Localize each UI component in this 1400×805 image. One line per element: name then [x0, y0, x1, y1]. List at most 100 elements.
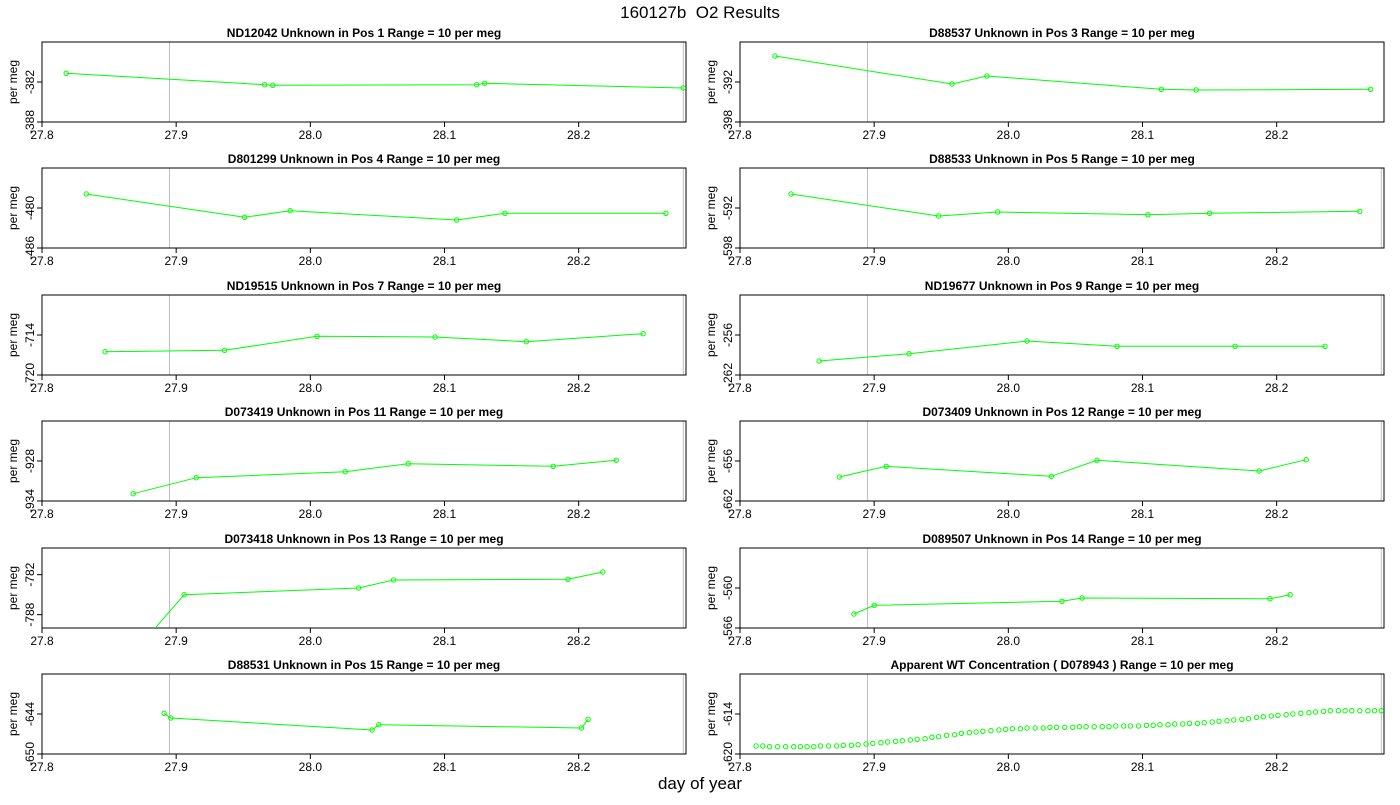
- data-point: [1206, 210, 1213, 217]
- plot-frame: [41, 294, 687, 376]
- data-point: [1268, 713, 1275, 719]
- data-point: [855, 742, 861, 748]
- data-point: [966, 730, 973, 736]
- x-tick-label: 28.2: [1265, 128, 1289, 142]
- data-point: [640, 331, 646, 337]
- panel-title: D073419 Unknown in Pos 11 Range = 10 per…: [225, 405, 503, 419]
- data-point: [797, 744, 804, 750]
- data-point: [1053, 724, 1060, 730]
- y-tick-label: -560: [721, 576, 735, 600]
- data-point: [1076, 724, 1083, 730]
- x-tick-label: 27.8: [30, 634, 54, 648]
- data-point: [482, 80, 488, 87]
- data-point: [1158, 86, 1165, 93]
- data-point: [578, 725, 585, 731]
- chart-panel-1: ND12042 Unknown in Pos 1 Range = 10 per …: [6, 26, 687, 142]
- x-tick-label: 27.9: [862, 128, 886, 142]
- data-point: [1062, 724, 1068, 730]
- data-point: [871, 602, 877, 608]
- data-point: [1371, 708, 1378, 714]
- data-point: [1143, 722, 1150, 728]
- y-tick-label: -598: [721, 236, 735, 260]
- data-point: [1047, 724, 1053, 730]
- chart-panel-3: D801299 Unknown in Pos 4 Range = 10 per …: [6, 152, 687, 268]
- x-tick-label: 28.0: [997, 381, 1021, 395]
- x-tick-label: 28.1: [433, 507, 457, 521]
- data-point: [1298, 710, 1304, 716]
- x-tick-label: 28.2: [1265, 634, 1289, 648]
- chart-panel-11: D88531 Unknown in Pos 15 Range = 10 per …: [6, 658, 687, 774]
- y-axis-label: per meg: [704, 313, 718, 357]
- panel-title: D801299 Unknown in Pos 4 Range = 10 per …: [228, 152, 500, 166]
- y-axis-label: per meg: [704, 692, 718, 736]
- x-tick-label: 27.8: [728, 634, 752, 648]
- x-tick-label: 27.8: [30, 254, 54, 268]
- data-point: [1303, 457, 1309, 463]
- data-point: [1091, 724, 1097, 730]
- data-point: [935, 734, 942, 740]
- x-tick-label: 27.8: [728, 381, 752, 395]
- data-point: [1312, 709, 1319, 715]
- y-axis-label: per meg: [6, 60, 20, 104]
- plot-frame: [41, 167, 687, 249]
- plot-frame: [739, 167, 1385, 249]
- x-tick-label: 28.0: [299, 507, 323, 521]
- data-point: [774, 744, 781, 750]
- data-point: [1267, 596, 1273, 602]
- data-point: [922, 736, 928, 742]
- x-tick-label: 27.9: [164, 381, 188, 395]
- data-point: [1232, 343, 1238, 349]
- y-axis-label: per meg: [6, 566, 20, 610]
- y-tick-label: -392: [721, 70, 735, 94]
- data-point: [988, 728, 994, 734]
- data-point: [355, 585, 362, 591]
- data-point: [825, 743, 832, 749]
- x-tick-label: 27.8: [30, 760, 54, 774]
- x-tick-label: 28.0: [299, 760, 323, 774]
- panel-title: ND19515 Unknown in Pos 7 Range = 10 per …: [227, 279, 501, 293]
- y-axis-label: per meg: [6, 186, 20, 230]
- data-point: [241, 214, 248, 221]
- y-axis-label: per meg: [6, 692, 20, 736]
- data-point: [899, 738, 905, 744]
- data-point: [1135, 723, 1142, 729]
- panel-title: D073418 Unknown in Pos 13 Range = 10 per…: [224, 532, 503, 546]
- y-tick-label: -714: [23, 323, 37, 347]
- data-point: [1172, 721, 1178, 727]
- panel-title: D88533 Unknown in Pos 5 Range = 10 per m…: [929, 152, 1195, 166]
- y-tick-label: -928: [23, 449, 37, 473]
- series-line: [819, 340, 1325, 362]
- x-tick-label: 28.1: [1131, 760, 1155, 774]
- data-point: [147, 633, 151, 637]
- data-point: [811, 744, 817, 750]
- data-point: [168, 715, 174, 721]
- x-tick-label: 28.0: [997, 254, 1021, 268]
- panel-title: ND19677 Unknown in Pos 9 Range = 10 per …: [925, 279, 1199, 293]
- y-tick-label: -788: [23, 602, 37, 626]
- data-point: [1256, 468, 1262, 474]
- data-point: [892, 738, 899, 744]
- data-point: [1157, 722, 1163, 728]
- y-tick-label: -398: [721, 110, 735, 134]
- plot-frame: [41, 673, 687, 755]
- data-point: [1349, 708, 1355, 714]
- y-axis-label: per meg: [704, 186, 718, 230]
- data-point: [405, 461, 411, 467]
- series-line: [790, 193, 1360, 217]
- data-point: [613, 457, 619, 463]
- series-line: [105, 333, 644, 353]
- chart-panel-12: Apparent WT Concentration ( D078943 ) Ra…: [704, 658, 1385, 774]
- data-point: [952, 732, 958, 738]
- x-tick-label: 28.2: [567, 507, 591, 521]
- x-tick-label: 27.8: [728, 128, 752, 142]
- y-tick-label: -656: [721, 449, 735, 473]
- data-point: [1165, 722, 1171, 728]
- x-tick-label: 28.1: [1131, 634, 1155, 648]
- data-point: [270, 82, 276, 89]
- data-point: [772, 53, 778, 59]
- data-point: [1145, 212, 1151, 218]
- data-point: [929, 734, 935, 740]
- data-point: [502, 210, 508, 217]
- data-point: [390, 577, 397, 583]
- y-axis-label: per meg: [704, 566, 718, 610]
